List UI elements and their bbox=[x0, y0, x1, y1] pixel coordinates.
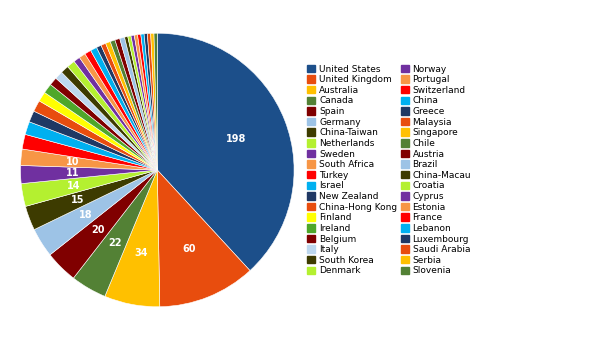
Text: 18: 18 bbox=[79, 210, 92, 220]
Wedge shape bbox=[151, 33, 157, 170]
Wedge shape bbox=[110, 40, 157, 170]
Text: 60: 60 bbox=[182, 244, 195, 254]
Wedge shape bbox=[68, 62, 157, 170]
Wedge shape bbox=[50, 170, 157, 278]
Wedge shape bbox=[34, 170, 157, 255]
Text: 11: 11 bbox=[66, 168, 79, 178]
Text: 198: 198 bbox=[226, 134, 246, 144]
Wedge shape bbox=[50, 78, 157, 170]
Wedge shape bbox=[62, 67, 157, 170]
Text: 14: 14 bbox=[67, 181, 80, 190]
Wedge shape bbox=[144, 34, 157, 170]
Wedge shape bbox=[125, 36, 157, 170]
Wedge shape bbox=[25, 122, 157, 170]
Wedge shape bbox=[120, 37, 157, 170]
Wedge shape bbox=[74, 57, 157, 170]
Wedge shape bbox=[22, 134, 157, 170]
Wedge shape bbox=[148, 33, 157, 170]
Wedge shape bbox=[79, 54, 157, 170]
Text: 22: 22 bbox=[108, 238, 122, 248]
Wedge shape bbox=[105, 170, 160, 307]
Wedge shape bbox=[25, 170, 157, 230]
Wedge shape bbox=[29, 111, 157, 170]
Wedge shape bbox=[91, 48, 157, 170]
Legend: United States, United Kingdom, Australia, Canada, Spain, Germany, China-Taiwan, : United States, United Kingdom, Australia… bbox=[304, 62, 474, 278]
Wedge shape bbox=[34, 101, 157, 170]
Wedge shape bbox=[141, 34, 157, 170]
Text: 10: 10 bbox=[66, 157, 80, 167]
Wedge shape bbox=[115, 38, 157, 170]
Wedge shape bbox=[101, 44, 157, 170]
Wedge shape bbox=[128, 36, 157, 170]
Wedge shape bbox=[97, 45, 157, 170]
Wedge shape bbox=[39, 92, 157, 170]
Wedge shape bbox=[45, 85, 157, 170]
Wedge shape bbox=[85, 51, 157, 170]
Text: 20: 20 bbox=[91, 225, 104, 235]
Wedge shape bbox=[157, 33, 294, 271]
Wedge shape bbox=[134, 35, 157, 170]
Wedge shape bbox=[56, 72, 157, 170]
Wedge shape bbox=[157, 170, 250, 307]
Wedge shape bbox=[106, 41, 157, 170]
Wedge shape bbox=[73, 170, 157, 296]
Wedge shape bbox=[137, 34, 157, 170]
Wedge shape bbox=[131, 35, 157, 170]
Wedge shape bbox=[154, 33, 157, 170]
Wedge shape bbox=[21, 166, 157, 184]
Wedge shape bbox=[21, 170, 157, 206]
Text: 34: 34 bbox=[135, 248, 148, 258]
Wedge shape bbox=[21, 149, 157, 170]
Text: 15: 15 bbox=[71, 195, 85, 205]
